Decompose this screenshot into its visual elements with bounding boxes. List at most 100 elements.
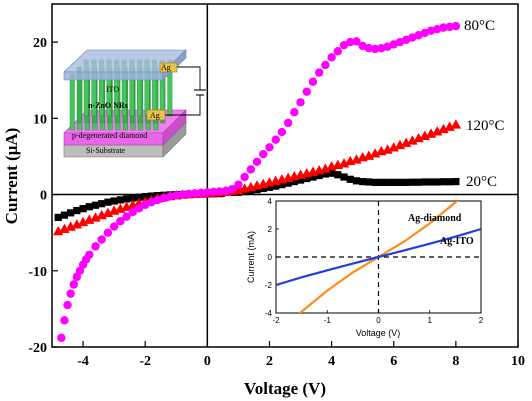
main-ticks xyxy=(52,41,519,348)
data-point xyxy=(408,178,416,186)
data-point xyxy=(321,170,329,178)
data-point xyxy=(303,174,311,183)
data-point xyxy=(184,189,193,199)
substrate-label: Si-Substrate xyxy=(86,146,126,155)
data-point xyxy=(209,187,218,197)
series-label-120c: 120°C xyxy=(466,118,505,134)
data-point xyxy=(265,143,274,152)
data-point xyxy=(346,175,354,183)
data-point xyxy=(314,68,324,77)
data-point xyxy=(315,171,323,180)
data-point xyxy=(196,188,206,198)
y-tick-label: -10 xyxy=(28,265,47,280)
data-point xyxy=(60,211,69,219)
zno-label: n-ZnO NRs xyxy=(88,101,128,110)
data-point xyxy=(215,187,224,196)
data-point xyxy=(383,178,392,186)
data-point xyxy=(60,316,69,325)
data-point xyxy=(57,333,66,343)
x-axis-label: Voltage (V) xyxy=(244,379,326,398)
data-point xyxy=(396,178,404,186)
data-point xyxy=(321,60,330,70)
inset-series xyxy=(276,201,481,313)
y-tick-label: 10 xyxy=(33,112,47,127)
ag-bottom-label: Ag xyxy=(150,111,160,120)
inset-y-tick-label: 4 xyxy=(268,197,273,206)
data-point xyxy=(446,178,454,186)
data-point xyxy=(452,177,460,186)
inset-background xyxy=(225,196,514,340)
data-point xyxy=(439,23,448,32)
data-point xyxy=(371,178,379,186)
data-point xyxy=(390,178,398,186)
inset-series-line xyxy=(276,227,481,287)
data-point xyxy=(352,37,361,46)
data-point xyxy=(110,197,118,205)
x-tick-label: 0 xyxy=(204,354,211,369)
data-point xyxy=(66,289,75,298)
data-point xyxy=(67,209,75,217)
data-point xyxy=(63,300,72,310)
data-point xyxy=(296,98,305,107)
data-point xyxy=(104,198,112,206)
data-point xyxy=(283,118,293,128)
data-point xyxy=(134,204,144,213)
data-point xyxy=(69,280,78,289)
inset-label-ag-ito: Ag-ITO xyxy=(440,236,474,247)
inset-x-tick-label: 0 xyxy=(376,316,381,325)
data-point xyxy=(79,205,87,213)
data-point xyxy=(272,182,280,190)
ag-top-label: Ag xyxy=(161,63,171,72)
data-point xyxy=(91,201,100,209)
y-tick-label: 20 xyxy=(33,36,47,51)
data-point xyxy=(109,222,119,231)
inset-x-axis-label: Voltage (V) xyxy=(356,328,401,338)
device-schematic: Ag ITO n-ZnO NRs Ag p-degenerated diamon… xyxy=(63,49,206,158)
data-point xyxy=(122,195,131,203)
data-point xyxy=(85,203,93,211)
data-point xyxy=(253,186,261,194)
inset-x-tick-label: -2 xyxy=(272,316,280,325)
data-point xyxy=(265,183,274,191)
data-point xyxy=(54,213,62,222)
data-point xyxy=(234,180,243,189)
data-point xyxy=(122,212,131,221)
inset-y-tick-label: -4 xyxy=(265,309,273,318)
data-point xyxy=(427,178,435,186)
data-point xyxy=(203,188,212,197)
inset-x-tick-label: 2 xyxy=(479,316,484,325)
diamond-label: p-degenerated diamond xyxy=(72,131,147,140)
data-point xyxy=(246,165,256,174)
inset-x-tick-label: -1 xyxy=(324,316,332,325)
data-point xyxy=(328,169,336,177)
data-point xyxy=(327,53,336,62)
data-point xyxy=(129,194,137,202)
ito-label: ITO xyxy=(106,85,119,94)
data-point xyxy=(278,181,286,189)
data-point xyxy=(178,190,187,199)
data-point xyxy=(165,192,175,201)
x-tick-label: 4 xyxy=(328,354,335,369)
data-point xyxy=(333,47,343,56)
data-point xyxy=(340,173,348,181)
x-tick-label: 6 xyxy=(390,354,397,369)
plot-frame xyxy=(51,3,519,348)
data-point xyxy=(439,178,448,186)
y-tick-label: 0 xyxy=(40,189,47,204)
series-label-80c: 80°C xyxy=(464,18,495,34)
data-point xyxy=(73,206,81,215)
data-point xyxy=(290,177,298,186)
data-point xyxy=(135,193,143,201)
data-point xyxy=(334,171,342,179)
data-point xyxy=(190,189,200,198)
data-point xyxy=(346,37,355,47)
x-tick-label: -4 xyxy=(77,354,89,369)
data-point xyxy=(103,228,113,237)
y-axis-label: Current (μA) xyxy=(2,128,21,225)
main-series xyxy=(53,21,462,343)
data-point xyxy=(370,44,380,54)
inset-y-tick-label: 2 xyxy=(268,225,273,234)
data-point xyxy=(296,176,305,184)
